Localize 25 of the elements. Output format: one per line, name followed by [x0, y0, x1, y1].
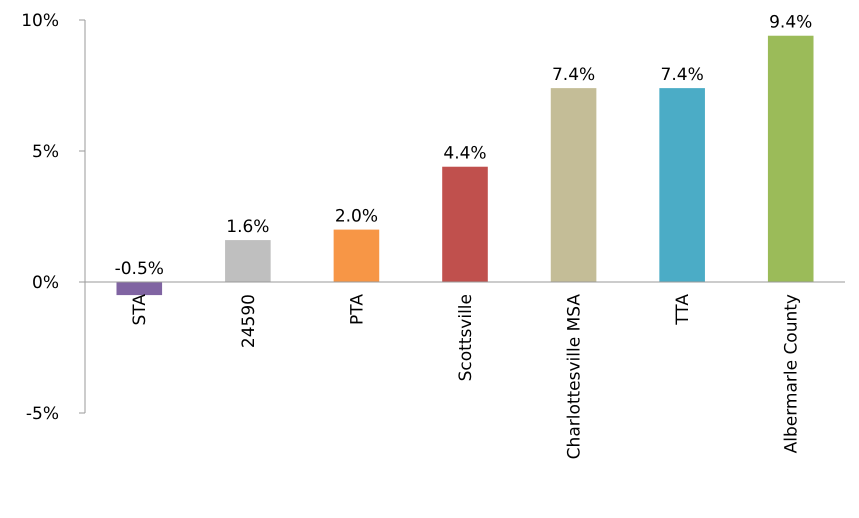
- data-label: 7.4%: [552, 65, 596, 86]
- x-tick-label: Charlottesville MSA: [564, 294, 585, 460]
- y-tick-label: 5%: [32, 142, 59, 162]
- data-label: 2.0%: [334, 206, 378, 227]
- x-tick-label: Scottsville: [456, 294, 476, 382]
- x-tick-label: Albermarle County: [782, 294, 802, 454]
- data-label: 7.4%: [660, 65, 704, 86]
- x-tick-label: TTA: [673, 294, 694, 326]
- x-tick-label: STA: [130, 294, 150, 326]
- bar: [768, 36, 814, 282]
- bar: [659, 88, 705, 282]
- data-label: -0.5%: [114, 259, 164, 279]
- bar: [550, 88, 596, 282]
- bar: [442, 166, 488, 282]
- x-tick-label: PTA: [347, 294, 368, 325]
- data-label: 9.4%: [769, 12, 812, 33]
- y-tick-label: -5%: [26, 404, 59, 424]
- bar: [116, 282, 162, 296]
- y-tick-label: 10%: [21, 10, 59, 31]
- x-tick-label: 24590: [238, 294, 259, 348]
- y-tick-label: 0%: [32, 272, 59, 293]
- bar: [225, 240, 271, 282]
- data-label: 4.4%: [443, 144, 487, 164]
- bar: [334, 230, 380, 282]
- data-label: 1.6%: [226, 217, 270, 238]
